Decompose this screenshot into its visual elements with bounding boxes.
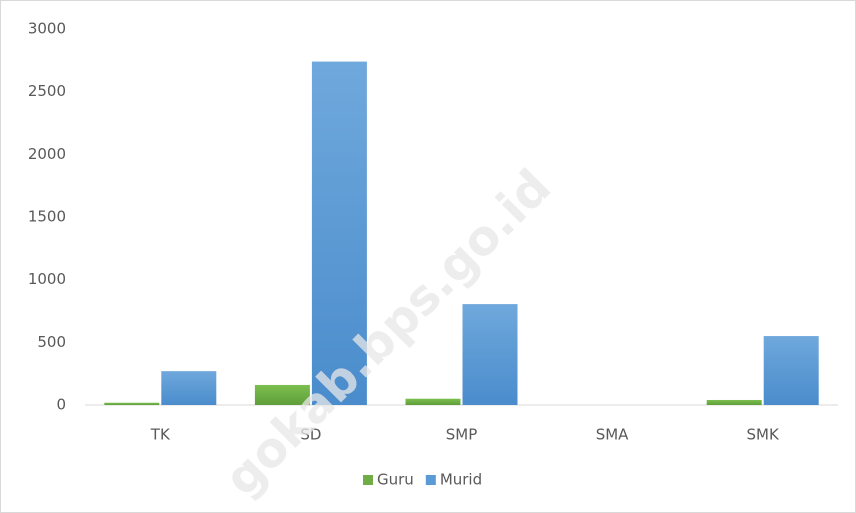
y-tick-label: 2000 bbox=[28, 145, 66, 163]
legend-swatch bbox=[425, 475, 436, 485]
y-tick-label: 1500 bbox=[28, 208, 66, 226]
bar bbox=[405, 398, 461, 405]
y-tick-label: 1000 bbox=[28, 270, 66, 288]
y-tick-label: 0 bbox=[56, 396, 66, 414]
y-tick-label: 3000 bbox=[28, 20, 66, 38]
bar bbox=[706, 399, 762, 405]
x-tick-label: SMA bbox=[596, 426, 629, 444]
y-tick-label: 2500 bbox=[28, 82, 66, 100]
bar bbox=[311, 61, 367, 405]
x-tick-label: SD bbox=[300, 426, 321, 444]
bar bbox=[763, 336, 819, 405]
x-tick-label: SMP bbox=[446, 426, 478, 444]
x-tick-label: SMK bbox=[747, 426, 780, 444]
bar bbox=[254, 384, 310, 405]
bar bbox=[104, 402, 160, 405]
bar bbox=[462, 304, 518, 405]
legend-swatch bbox=[363, 475, 373, 485]
y-tick-label: 500 bbox=[37, 333, 66, 351]
x-tick-label: TK bbox=[150, 426, 171, 444]
legend-label: Murid bbox=[440, 471, 482, 489]
bar bbox=[161, 371, 217, 405]
legend-label: Guru bbox=[377, 471, 414, 489]
